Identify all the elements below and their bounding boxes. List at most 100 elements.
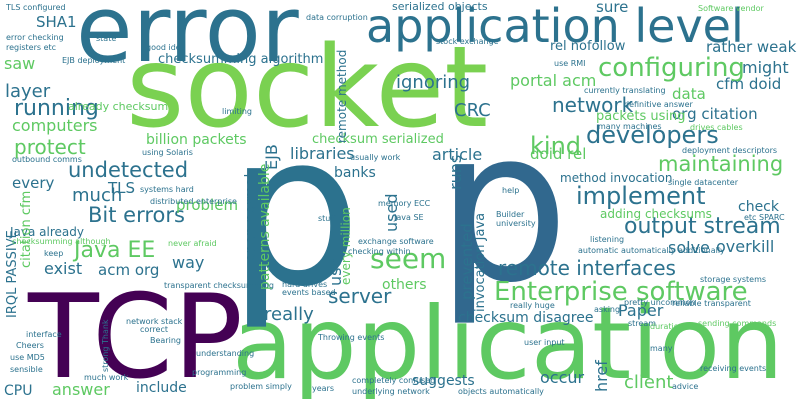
word-checksum-disagree: checksum disagree xyxy=(458,310,594,326)
word-checksumming-algorithm: checksumming algorithm xyxy=(158,52,324,67)
word-seem: seem xyxy=(370,242,447,275)
word-stock-exchange: stock exchange xyxy=(436,37,499,46)
word-builder: Builder xyxy=(496,210,525,219)
word-tls: TLS xyxy=(108,179,136,197)
word-configuring: configuring xyxy=(598,53,745,83)
word-good-idea: good idea xyxy=(146,43,186,52)
word-much: much xyxy=(72,185,123,206)
word-sending-commands: sending commands xyxy=(698,319,777,328)
word-objects-automatically: objects automatically xyxy=(458,387,544,396)
word-hard-drives: hard drives xyxy=(282,280,328,289)
word-href: href xyxy=(592,360,611,392)
word-citation-cfm: citation cfm xyxy=(19,190,34,268)
word-org-citation: org citation xyxy=(672,105,758,123)
word-java-already: Java already xyxy=(10,225,84,239)
word-correct: correct xyxy=(140,325,169,334)
word-outbound-comms: outbound comms xyxy=(12,155,82,164)
word-interface: interface xyxy=(26,330,62,339)
word-checking-within: checking within xyxy=(348,247,411,256)
word-stream: stream xyxy=(628,319,657,328)
word-overkill: overkill xyxy=(716,237,775,256)
word-data-corruption: data corruption xyxy=(306,13,368,22)
word-undetected: undetected xyxy=(68,158,189,182)
word-client: client xyxy=(624,372,674,393)
word-answer: answer xyxy=(52,380,110,399)
word-cpu: CPU xyxy=(4,383,33,399)
word-events-based: events based xyxy=(282,288,336,297)
word-programming: programming xyxy=(192,368,247,377)
word-kind: kind xyxy=(530,132,582,160)
word-error: error xyxy=(76,0,299,83)
word-limiting: limiting xyxy=(222,107,252,116)
word-stuff: stuff xyxy=(318,214,336,223)
word-listening: listening xyxy=(590,235,625,244)
word-method-invocation: method invocation xyxy=(560,171,673,185)
word-much-work: much work xyxy=(84,373,129,382)
word-ejb-deployment: EJB deployment xyxy=(62,56,126,65)
word-sensible: sensible xyxy=(10,365,43,374)
word-automatic-additionally: automatic automatically additionally xyxy=(578,246,725,255)
word-use-md5: use MD5 xyxy=(10,353,45,362)
word-reliable-transparent: reliable transparent xyxy=(672,299,751,308)
word-patterns-available: patterns available xyxy=(257,163,273,290)
word-currently-translating: currently translating xyxy=(584,86,666,95)
word-acm-org: acm org xyxy=(98,261,160,279)
word-maintaining: maintaining xyxy=(658,152,784,176)
word-socket: socket xyxy=(126,23,489,153)
word-university: university xyxy=(496,219,536,228)
word-include: include xyxy=(136,380,187,396)
word-single-datacenter: single datacenter xyxy=(668,178,738,187)
word-adding-checksums: adding checksums xyxy=(600,207,712,221)
word-network-stack: network stack xyxy=(126,317,183,326)
word-java-se: Java SE xyxy=(394,213,424,222)
word-packets-using: packets using xyxy=(596,109,686,124)
word-pretty-uncommon: pretty uncommon xyxy=(624,298,696,307)
word-application: application xyxy=(232,285,784,400)
word-paper: Paper xyxy=(618,301,664,320)
word-application-level: application level xyxy=(366,0,744,53)
word-cheers: Cheers xyxy=(16,341,44,350)
word-many-machines: many machines xyxy=(598,122,662,131)
word-tcp: TCP xyxy=(28,270,244,400)
word-problem-simply: problem simply xyxy=(230,382,292,391)
word-occur: occur xyxy=(540,368,585,387)
word-use-rmi: use RMI xyxy=(554,59,586,68)
word-implement: implement xyxy=(576,182,706,210)
word-sha1: SHA1 xyxy=(36,13,77,31)
word-using-solaris: using Solaris xyxy=(142,148,193,157)
word-solve: solve xyxy=(668,238,710,257)
word-bit-errors: Bit errors xyxy=(88,203,185,227)
word-user-input: user input xyxy=(524,338,565,347)
word-sure: sure xyxy=(596,0,629,16)
word-crc: CRC xyxy=(454,100,491,121)
word-layer: layer xyxy=(5,81,51,102)
word-checksumming-although: checksumming although xyxy=(12,237,111,246)
word-banks: banks xyxy=(334,165,376,181)
word-others: others xyxy=(382,277,427,293)
word-help: help xyxy=(502,186,520,195)
word-duration: duration xyxy=(650,322,684,331)
word-rather-weak: rather weak xyxy=(706,38,797,56)
word-server: server xyxy=(328,284,392,308)
word-storage-systems: storage systems xyxy=(700,275,767,284)
word-check: check xyxy=(738,199,779,215)
word-runs: runs xyxy=(446,154,465,190)
word-memory-ecc: memory ECC xyxy=(378,199,431,208)
word-ignoring: ignoring xyxy=(396,72,471,93)
word-systems-hard: systems hard xyxy=(140,185,194,194)
word-suggests: suggests xyxy=(412,373,475,389)
word-enterprise-software: Enterprise software xyxy=(494,277,748,307)
word-cfm-doid: cfm doid xyxy=(716,75,782,93)
word-underlying-network: underlying network xyxy=(352,387,430,396)
word-invocation-java: invocation Java xyxy=(473,212,488,312)
word-years: years xyxy=(312,384,335,393)
word-developers: developers xyxy=(586,121,719,149)
word-billion-packets: billion packets xyxy=(146,132,247,148)
word-doid-rel: doid rel xyxy=(530,145,587,163)
word-throwing-events: Throwing events xyxy=(318,333,385,342)
word-remote-interfaces: remote interfaces xyxy=(498,256,676,280)
word-already-checksum: already checksum xyxy=(68,100,169,113)
word-transparent-checksumming: transparent checksumming xyxy=(164,281,274,290)
word-output-stream: output stream xyxy=(624,214,781,239)
